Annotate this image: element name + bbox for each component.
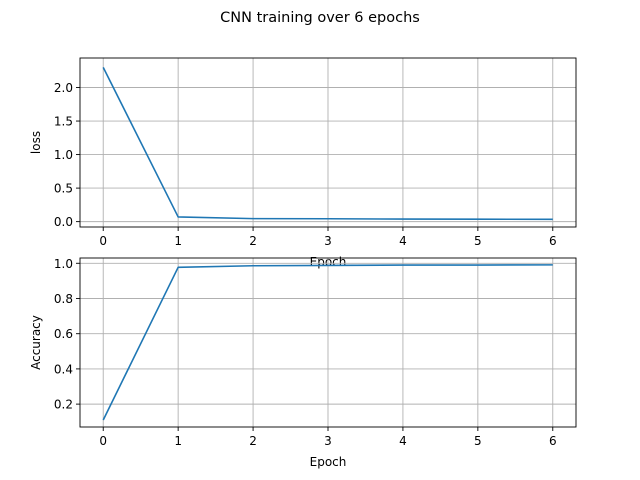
accuracy-y-tick-label: 0.8	[54, 292, 73, 306]
loss-y-tick-label: 0.0	[54, 215, 73, 229]
loss-y-tick-label: 1.5	[54, 115, 73, 129]
loss-x-tick-label: 0	[99, 234, 107, 248]
accuracy-y-tick-label: 0.4	[54, 362, 73, 376]
figure-title: CNN training over 6 epochs	[220, 10, 420, 26]
loss-y-tick-label: 1.0	[54, 148, 73, 162]
accuracy-x-tick-label: 1	[174, 434, 182, 448]
loss-x-tick-label: 1	[174, 234, 182, 248]
loss-plot-frame	[79, 57, 577, 228]
accuracy-y-tick-label: 1.0	[54, 257, 73, 271]
accuracy-x-tick-label: 4	[399, 434, 407, 448]
accuracy-x-tick-label: 5	[474, 434, 482, 448]
loss-y-tick-label: 0.5	[54, 182, 73, 196]
loss-y-axis-label: loss	[29, 131, 43, 154]
loss-y-tick-label: 2.0	[54, 81, 73, 95]
accuracy-y-tick-label: 0.2	[54, 398, 73, 412]
accuracy-x-tick-label: 3	[324, 434, 332, 448]
accuracy-y-axis-label: Accuracy	[29, 315, 43, 370]
accuracy-panel: 0 1 2 3 4 5 6 0.2 0.4 0.6 0.8 1.0 Epoch Accuracy	[29, 257, 577, 469]
accuracy-y-tick-label: 0.6	[54, 327, 73, 341]
loss-x-tick-label: 4	[399, 234, 407, 248]
loss-x-tick-label: 6	[549, 234, 557, 248]
accuracy-plot-frame	[79, 257, 577, 428]
loss-x-tick-label: 5	[474, 234, 482, 248]
accuracy-x-tick-label: 0	[99, 434, 107, 448]
loss-x-tick-label: 3	[324, 234, 332, 248]
accuracy-x-tick-label: 6	[549, 434, 557, 448]
accuracy-x-axis-label: Epoch	[310, 455, 347, 469]
loss-x-tick-label: 2	[249, 234, 257, 248]
accuracy-x-tick-label: 2	[249, 434, 257, 448]
